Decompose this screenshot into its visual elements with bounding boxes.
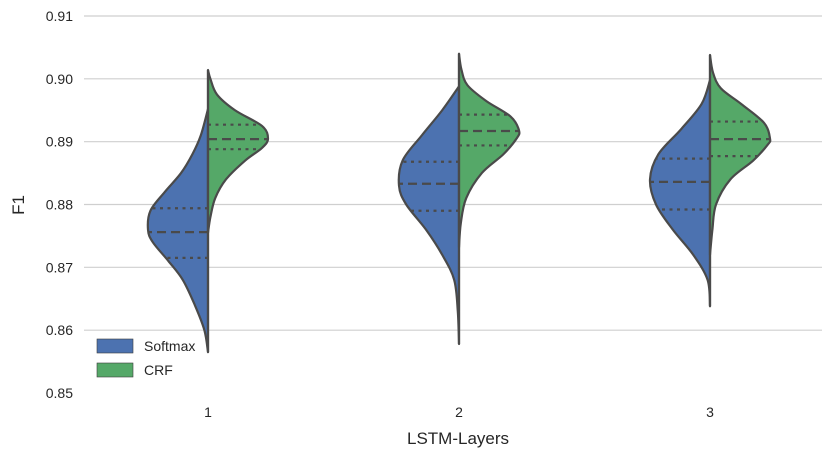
y-tick-label: 0.88 [46,197,73,213]
violin-half-softmax-1 [146,107,210,354]
violin-half-softmax-3 [648,78,712,308]
x-tick-label: 3 [706,404,714,420]
violin-half-softmax-2 [397,85,461,346]
y-tick-label: 0.91 [46,8,73,24]
legend-label-crf: CRF [144,362,173,378]
violin-half-crf-3 [708,53,772,256]
x-tick-label: 1 [204,404,212,420]
legend: Softmax CRF [96,338,195,378]
y-tick-label: 0.86 [46,322,73,338]
y-tick-label: 0.90 [46,71,73,87]
legend-swatch-crf [96,362,134,378]
y-tick-label: 0.89 [46,134,73,150]
x-tick-labels: 1 2 3 [204,404,714,420]
x-axis-label: LSTM-Layers [407,429,509,448]
violin-layer [146,52,772,354]
legend-swatch-softmax [96,338,134,354]
x-tick-label: 2 [455,404,463,420]
y-tick-label: 0.85 [46,385,73,401]
violin-half-crf-1 [206,68,270,234]
y-axis-label: F1 [9,195,28,215]
y-tick-label: 0.87 [46,259,73,275]
legend-label-softmax: Softmax [144,338,195,354]
y-tick-labels: 0.85 0.86 0.87 0.88 0.89 0.90 0.91 [46,8,73,401]
violin-half-crf-2 [457,52,521,249]
